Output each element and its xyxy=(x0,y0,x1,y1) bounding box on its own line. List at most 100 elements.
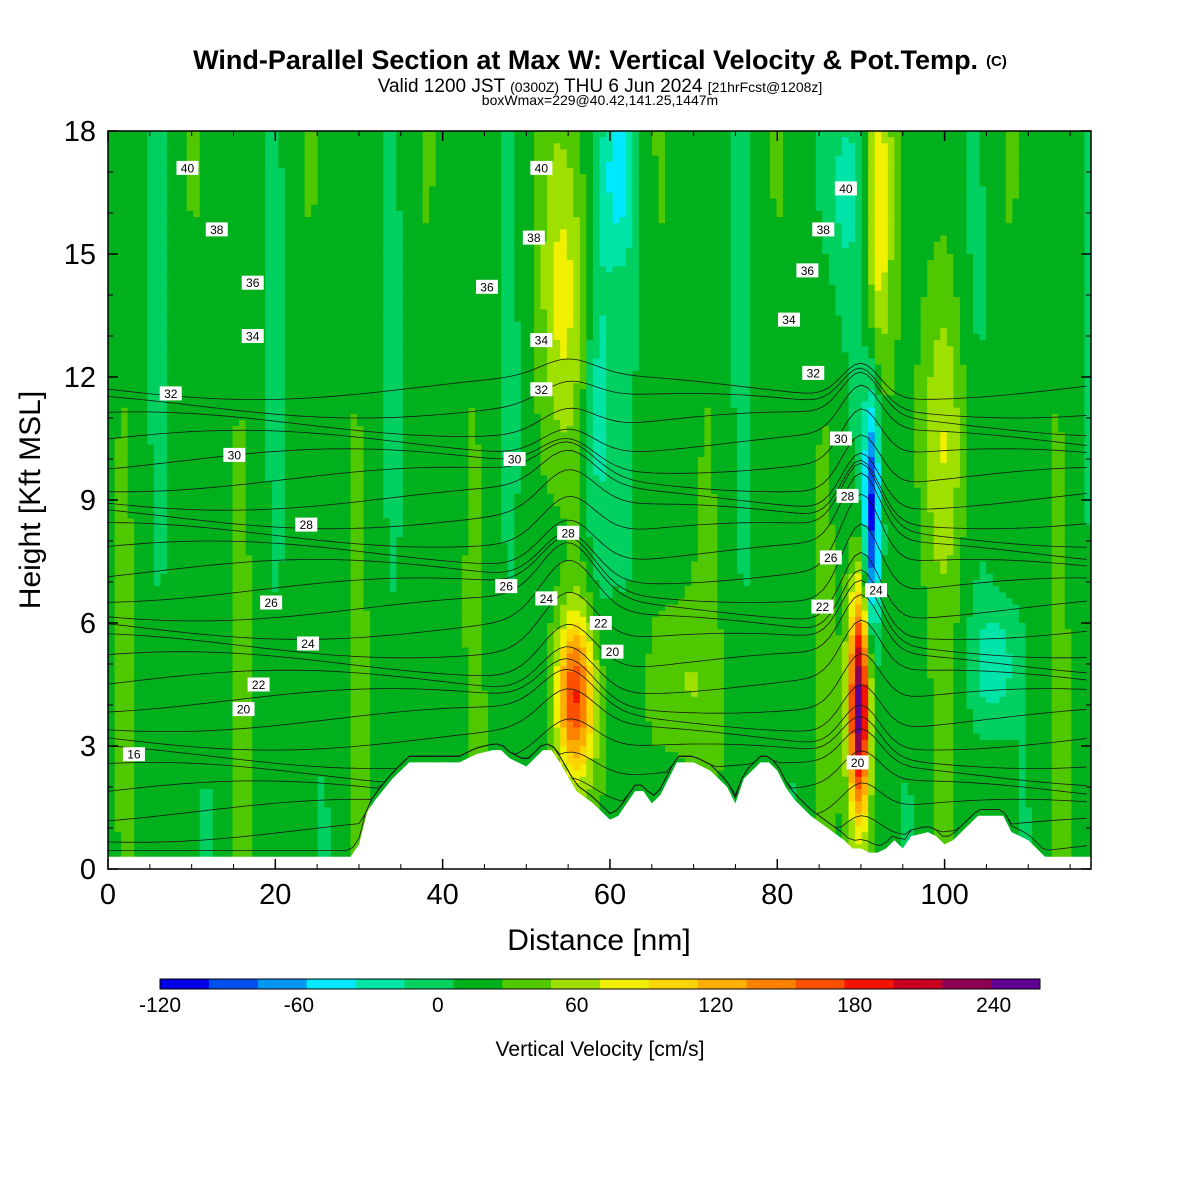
w-cell xyxy=(828,315,837,323)
w-cell xyxy=(756,290,764,298)
w-cell xyxy=(592,186,601,194)
w-cell xyxy=(416,180,424,187)
w-cell xyxy=(265,155,273,163)
w-cell xyxy=(612,260,620,267)
w-cell xyxy=(488,155,496,163)
w-cell xyxy=(796,137,804,144)
w-cell xyxy=(298,223,306,230)
w-cell xyxy=(848,327,856,335)
w-cell xyxy=(586,143,594,151)
w-cell xyxy=(953,149,961,157)
w-cell xyxy=(946,309,954,317)
w-cell xyxy=(691,297,699,304)
w-cell xyxy=(717,278,725,286)
w-cell xyxy=(874,204,882,212)
w-cell xyxy=(193,131,201,138)
w-cell xyxy=(645,241,653,249)
w-cell xyxy=(750,327,758,335)
w-cell xyxy=(265,174,273,181)
w-cell xyxy=(330,186,338,194)
w-cell xyxy=(153,290,162,298)
w-cell xyxy=(330,210,338,218)
w-cell xyxy=(547,229,555,237)
w-cell xyxy=(304,327,312,335)
w-cell xyxy=(1032,284,1040,292)
w-cell xyxy=(153,278,162,286)
w-cell xyxy=(848,290,856,298)
w-cell xyxy=(474,247,483,255)
w-cell xyxy=(514,290,522,298)
w-cell xyxy=(357,198,365,206)
w-cell xyxy=(638,327,646,335)
w-cell xyxy=(1005,174,1013,181)
w-cell xyxy=(389,333,397,341)
w-cell xyxy=(186,290,194,298)
w-cell xyxy=(160,260,168,267)
w-cell xyxy=(114,290,122,298)
w-cell xyxy=(370,223,378,230)
w-cell xyxy=(1084,321,1091,329)
w-cell xyxy=(422,198,430,206)
w-cell xyxy=(606,204,614,212)
w-cell xyxy=(1058,217,1066,224)
w-cell xyxy=(153,137,162,144)
w-cell xyxy=(802,210,810,218)
w-cell xyxy=(298,149,306,157)
w-cell xyxy=(501,235,509,243)
w-cell xyxy=(730,303,738,310)
w-cell xyxy=(658,149,666,157)
w-cell xyxy=(501,204,509,212)
w-cell xyxy=(645,204,653,212)
w-cell xyxy=(225,297,234,304)
w-cell xyxy=(448,217,456,224)
w-cell xyxy=(481,272,489,280)
w-cell xyxy=(724,272,732,280)
w-cell xyxy=(180,297,188,304)
w-cell xyxy=(370,217,378,224)
w-cell xyxy=(121,327,129,335)
w-cell xyxy=(166,137,175,144)
w-cell xyxy=(357,290,365,298)
w-cell xyxy=(1012,278,1020,286)
w-cell xyxy=(973,303,981,310)
w-cell xyxy=(108,131,116,138)
w-cell xyxy=(553,174,561,181)
w-cell xyxy=(717,247,725,255)
w-cell xyxy=(199,309,207,317)
w-cell xyxy=(376,174,384,181)
w-cell xyxy=(894,143,902,151)
w-cell xyxy=(776,174,784,181)
w-cell xyxy=(166,149,175,157)
w-cell xyxy=(841,223,850,230)
w-cell xyxy=(632,155,640,163)
w-cell xyxy=(1038,137,1046,144)
w-cell xyxy=(1051,192,1059,200)
w-cell xyxy=(566,297,574,304)
w-cell xyxy=(193,297,201,304)
w-cell xyxy=(743,210,751,218)
w-cell xyxy=(619,254,627,261)
w-cell xyxy=(730,297,738,304)
w-cell xyxy=(186,303,194,310)
w-cell xyxy=(815,137,823,144)
w-cell xyxy=(278,223,286,230)
w-cell xyxy=(573,229,581,237)
w-cell xyxy=(389,297,397,304)
w-cell xyxy=(750,223,758,230)
w-cell xyxy=(468,297,476,304)
w-cell xyxy=(665,327,673,335)
w-cell xyxy=(206,278,214,286)
w-cell xyxy=(1032,149,1040,157)
w-cell xyxy=(245,198,253,206)
w-cell xyxy=(920,137,928,144)
w-cell xyxy=(1005,192,1013,200)
w-cell xyxy=(1051,297,1059,304)
w-cell xyxy=(121,254,129,261)
w-cell xyxy=(691,272,699,280)
w-cell xyxy=(134,167,142,175)
w-cell xyxy=(402,315,411,323)
w-cell xyxy=(868,266,876,274)
w-cell xyxy=(579,321,587,329)
w-cell xyxy=(402,149,411,157)
w-cell xyxy=(710,217,719,224)
